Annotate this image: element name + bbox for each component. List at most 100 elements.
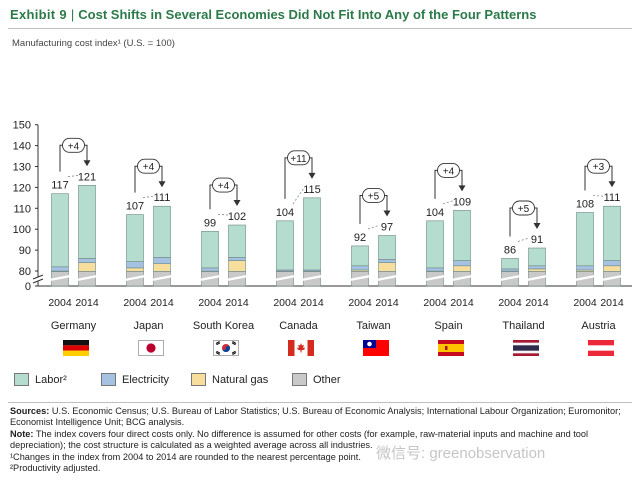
bar-break-gap [124, 274, 146, 282]
bar-segment-electricity [603, 260, 621, 267]
x-year-label: 2014 [450, 297, 474, 309]
bar-break-gap [226, 274, 248, 282]
x-year-label: 2004 [498, 297, 522, 309]
flag-canada [288, 340, 314, 356]
change-connector [367, 225, 380, 230]
y-tick-label: 150 [13, 120, 31, 132]
bar-value-label: 91 [531, 234, 543, 246]
change-badge [137, 158, 160, 174]
sources-text: U.S. Economic Census; U.S. Bureau of Lab… [10, 406, 621, 428]
bar-value-label: 92 [354, 232, 366, 244]
bar-break-gap [499, 274, 521, 282]
chart-title: Cost Shifts in Several Economies Did Not… [78, 7, 537, 22]
y-axis-break-mark-2 [32, 278, 44, 284]
bar-value-label: 102 [228, 211, 246, 223]
bar-value-label: 111 [154, 192, 171, 204]
change-badge-label: +5 [368, 191, 380, 202]
footnote-1: ¹Changes in the index from 2004 to 2014 … [10, 451, 361, 462]
notes-divider [8, 402, 632, 403]
x-category-label: Germany [51, 320, 97, 332]
change-badge-label: +4 [443, 166, 455, 177]
bar-break-gap [451, 274, 473, 282]
bar-segment-electricity [228, 257, 246, 261]
bar-segment-electricity [126, 261, 144, 269]
change-badge-label: +5 [518, 204, 530, 215]
change-badge-label: +4 [143, 162, 155, 173]
change-connector [292, 187, 305, 205]
x-category-label: Canada [279, 320, 318, 332]
bar-value-label: 117 [51, 180, 69, 192]
bar-segment-labor [603, 205, 621, 261]
bar-segment-electricity [528, 265, 546, 270]
change-badge [512, 200, 535, 216]
legend-swatch-other [292, 373, 307, 386]
bar-value-label: 107 [126, 201, 144, 213]
bar-segment-natural-gas [603, 265, 621, 272]
bar-break-gap [376, 274, 398, 282]
bar-segment-electricity [78, 258, 96, 263]
bar-segment-natural-gas [126, 267, 144, 272]
legend-swatch-electricity [101, 373, 116, 386]
change-badge [287, 150, 310, 166]
bar-break-gap [199, 274, 221, 282]
x-year-label: 2014 [225, 297, 249, 309]
legend-item-other: Other [292, 373, 341, 386]
sources-line: Sources: U.S. Economic Census; U.S. Bure… [10, 406, 632, 429]
bar-segment-labor [153, 205, 171, 258]
change-connector [67, 174, 80, 178]
x-year-label: 2014 [150, 297, 174, 309]
bar-value-label: 109 [453, 196, 471, 208]
x-year-label: 2014 [75, 297, 99, 309]
y-axis-break-mark-1 [32, 274, 44, 280]
change-arrowhead [158, 181, 166, 188]
bar-segment-labor [501, 258, 519, 270]
bar-segment-electricity [501, 268, 519, 272]
bar-segment-labor [51, 193, 69, 268]
note-text: The index covers four direct costs only.… [10, 428, 589, 451]
watermark: 微信号: greenobservation [376, 445, 546, 462]
x-year-label: 2014 [525, 297, 549, 309]
x-year-label: 2004 [423, 297, 447, 309]
bar-segment-electricity [453, 260, 471, 267]
change-arrowhead [233, 200, 241, 207]
legend-item-labor: Labor² [14, 373, 67, 386]
x-year-label: 2004 [573, 297, 597, 309]
change-arrowhead [383, 210, 391, 217]
x-category-label: Austria [581, 320, 616, 332]
note-line: Note: The index covers four direct costs… [10, 429, 632, 452]
footnote-2: ²Productivity adjusted. [10, 463, 101, 474]
title-bar: Exhibit 9 | Cost Shifts in Several Economi… [0, 0, 640, 30]
x-year-label: 2004 [198, 297, 222, 309]
bar-break-gap [151, 274, 173, 282]
legend-label-labor: Labor² [35, 373, 67, 386]
flag-spain [438, 340, 464, 356]
change-connector [142, 195, 155, 198]
x-category-label: South Korea [193, 320, 255, 332]
note-label: Note: [10, 428, 34, 439]
y-axis-label: Manufacturing cost index¹ (U.S. = 100) [12, 38, 175, 49]
bar-value-label: 86 [504, 244, 516, 256]
bar-segment-electricity [201, 267, 219, 272]
change-arrowhead [83, 160, 91, 167]
title-divider [8, 28, 632, 29]
y-tick-label: 110 [13, 203, 31, 215]
title-separator: | [70, 7, 75, 22]
bar-break-gap [274, 274, 296, 282]
bar-segment-electricity [51, 266, 69, 272]
bar-segment-electricity [576, 265, 594, 271]
bar-break-gap [49, 274, 71, 282]
exhibit-title: Exhibit 9 | Cost Shifts in Several Economi… [10, 7, 536, 22]
x-category-label: Thailand [502, 320, 544, 332]
y-tick-label: 120 [13, 182, 31, 194]
change-arrowhead [308, 172, 316, 179]
change-badge-label: +11 [290, 154, 307, 165]
change-connector [217, 213, 230, 216]
x-category-label: Spain [434, 320, 462, 332]
change-arrowhead [608, 181, 616, 188]
change-badge-label: +4 [68, 141, 80, 152]
change-badge [587, 158, 610, 174]
y-tick-label: 0 [25, 281, 31, 293]
bar-segment-labor [453, 210, 471, 261]
x-category-label: Japan [134, 320, 164, 332]
y-tick-label: 80 [19, 266, 31, 278]
